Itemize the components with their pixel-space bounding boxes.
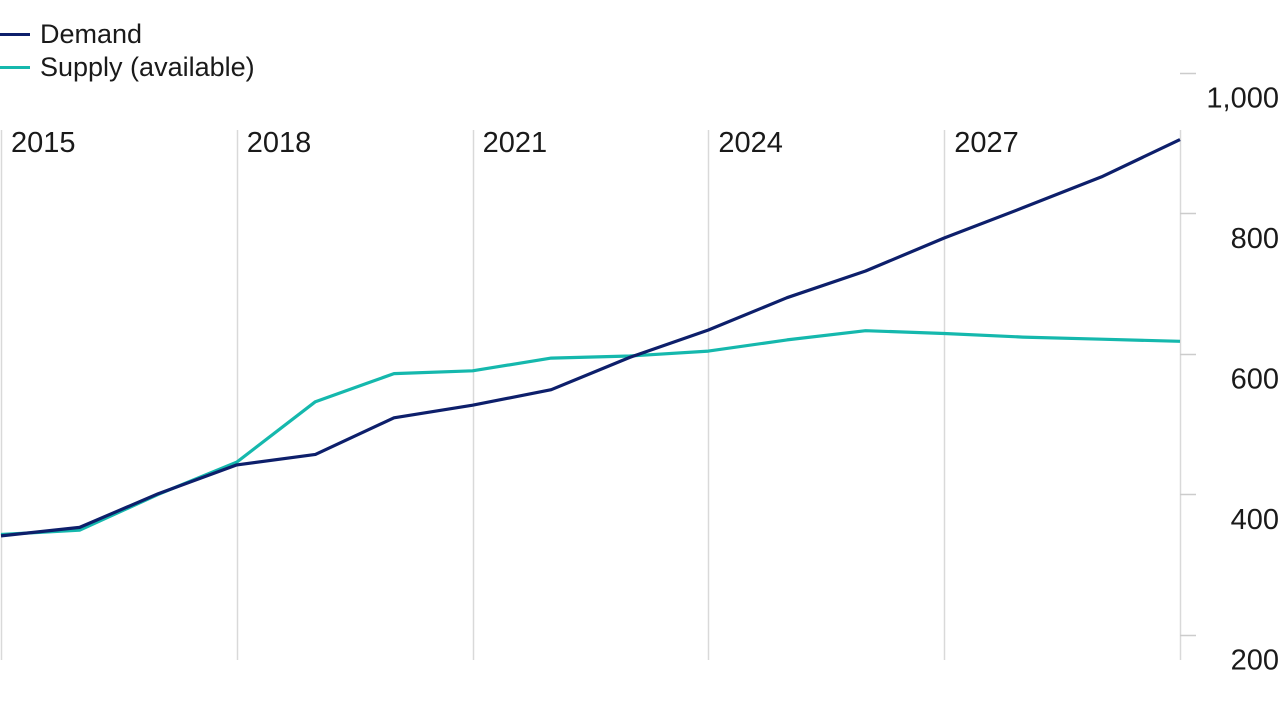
label-layer: 2015 2018 2021 2024 2027 200 400 600 800 1,000 [11, 83, 1279, 677]
legend-label-demand: Demand [40, 19, 143, 49]
y-tick-label: 200 [1231, 645, 1279, 677]
legend: Demand Supply (available) [0, 18, 255, 84]
legend-swatch-supply [0, 66, 30, 69]
supply-line [0, 329, 1181, 537]
y-tick-label: 600 [1231, 364, 1279, 396]
axis-layer [1180, 72, 1196, 637]
legend-item-demand: Demand [0, 18, 255, 51]
x-tick-label: 2024 [718, 127, 783, 159]
y-tick-label: 400 [1231, 504, 1279, 536]
x-tick-label: 2018 [247, 127, 312, 159]
y-tick-label: 1,000 [1206, 83, 1279, 115]
legend-item-supply: Supply (available) [0, 51, 255, 84]
demand-line [0, 138, 1181, 538]
legend-swatch-demand [0, 33, 30, 36]
legend-label-supply: Supply (available) [40, 52, 255, 82]
x-tick-label: 2027 [954, 127, 1019, 159]
grid-layer [0, 130, 1182, 660]
series-layer [0, 138, 1181, 538]
y-tick-label: 800 [1231, 223, 1279, 255]
x-tick-label: 2021 [483, 127, 548, 159]
x-tick-label: 2015 [11, 127, 76, 159]
